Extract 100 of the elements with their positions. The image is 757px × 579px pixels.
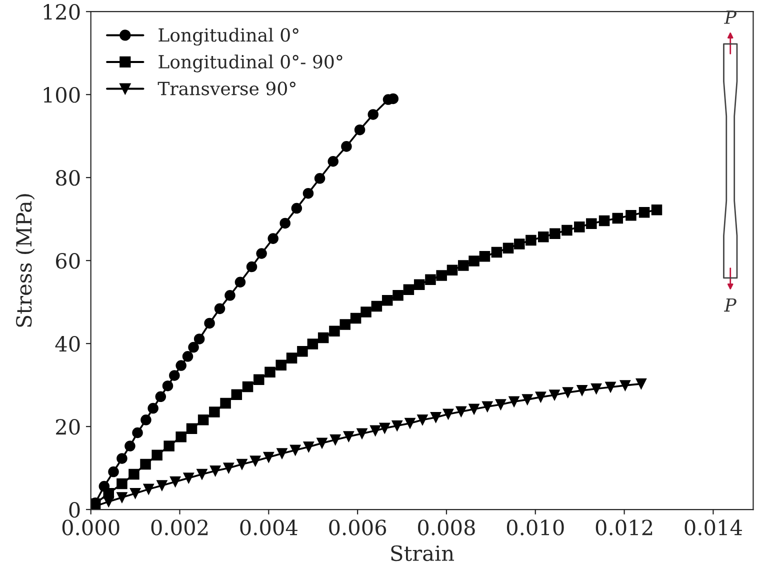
point bbox=[425, 274, 436, 286]
point bbox=[156, 480, 168, 491]
point bbox=[620, 380, 631, 391]
point bbox=[290, 444, 301, 456]
point bbox=[368, 109, 379, 120]
point bbox=[194, 334, 205, 344]
point bbox=[280, 218, 290, 229]
y-tick-label: 120 bbox=[44, 4, 80, 20]
point bbox=[220, 398, 231, 409]
point bbox=[482, 401, 493, 412]
point bbox=[590, 383, 602, 394]
y-tick-label: 40 bbox=[55, 336, 80, 352]
x-tick-label: 0.002 bbox=[151, 520, 208, 536]
point bbox=[458, 260, 469, 271]
point bbox=[318, 332, 329, 344]
point bbox=[246, 261, 258, 272]
point bbox=[446, 264, 458, 276]
point bbox=[314, 173, 326, 184]
point bbox=[263, 452, 274, 463]
y-tick-label: 80 bbox=[56, 170, 80, 186]
point bbox=[140, 458, 151, 470]
point bbox=[468, 404, 480, 414]
point bbox=[612, 212, 624, 224]
point bbox=[231, 389, 242, 400]
point bbox=[550, 228, 560, 239]
point bbox=[549, 390, 560, 400]
point bbox=[574, 222, 585, 232]
point bbox=[256, 248, 267, 259]
legend-label: Longitudinal 0° bbox=[158, 28, 298, 46]
point bbox=[538, 232, 549, 242]
point bbox=[183, 472, 194, 484]
point bbox=[502, 242, 514, 254]
point bbox=[155, 391, 166, 402]
point bbox=[495, 399, 506, 410]
point bbox=[164, 440, 174, 452]
point bbox=[350, 312, 362, 324]
point bbox=[436, 270, 447, 281]
point bbox=[268, 233, 278, 244]
point bbox=[316, 438, 328, 449]
point bbox=[522, 394, 533, 405]
point bbox=[479, 251, 490, 262]
point bbox=[341, 141, 352, 152]
point bbox=[242, 381, 254, 392]
point bbox=[371, 300, 382, 312]
point bbox=[636, 378, 647, 390]
point bbox=[651, 204, 662, 216]
point bbox=[276, 360, 286, 370]
point bbox=[586, 218, 597, 229]
legend-label: Transverse 90° bbox=[158, 82, 296, 96]
point bbox=[188, 342, 199, 353]
y-tick-label: 60 bbox=[56, 253, 80, 269]
point bbox=[526, 234, 536, 246]
point bbox=[297, 346, 308, 357]
point bbox=[514, 238, 525, 250]
point bbox=[356, 428, 368, 439]
annotation: P bbox=[724, 10, 736, 24]
point bbox=[210, 466, 221, 476]
point bbox=[276, 448, 288, 459]
point bbox=[491, 246, 502, 258]
point bbox=[152, 450, 162, 461]
point bbox=[236, 458, 248, 470]
point bbox=[430, 412, 442, 423]
point bbox=[638, 207, 650, 218]
y-tick-label: 20 bbox=[56, 418, 80, 435]
point bbox=[186, 423, 198, 434]
x-tick-label: 0.012 bbox=[596, 520, 652, 536]
legend-label: Longitudinal 0°- 90° bbox=[158, 54, 342, 72]
point bbox=[417, 414, 428, 426]
point bbox=[562, 224, 572, 236]
point bbox=[562, 387, 574, 398]
point bbox=[302, 188, 314, 199]
point bbox=[456, 406, 467, 417]
point bbox=[143, 484, 154, 495]
point bbox=[343, 431, 354, 442]
point bbox=[116, 478, 128, 490]
point bbox=[354, 124, 366, 136]
point bbox=[108, 466, 119, 478]
x-tick-label: 0.006 bbox=[329, 520, 386, 536]
point bbox=[370, 425, 381, 436]
point bbox=[392, 290, 404, 301]
point bbox=[264, 366, 276, 378]
point bbox=[576, 385, 588, 396]
point bbox=[196, 468, 208, 480]
point bbox=[307, 338, 318, 350]
annotation: P bbox=[724, 298, 736, 312]
point bbox=[254, 374, 264, 386]
point bbox=[103, 496, 114, 508]
point bbox=[330, 434, 341, 446]
point bbox=[169, 370, 180, 381]
point bbox=[130, 488, 141, 499]
point bbox=[303, 441, 314, 452]
point bbox=[170, 476, 181, 488]
point bbox=[198, 414, 209, 426]
point bbox=[234, 276, 246, 288]
point bbox=[291, 202, 302, 214]
point bbox=[414, 279, 425, 290]
point bbox=[224, 290, 236, 301]
point bbox=[508, 396, 520, 408]
point bbox=[605, 382, 616, 392]
point bbox=[162, 380, 174, 392]
